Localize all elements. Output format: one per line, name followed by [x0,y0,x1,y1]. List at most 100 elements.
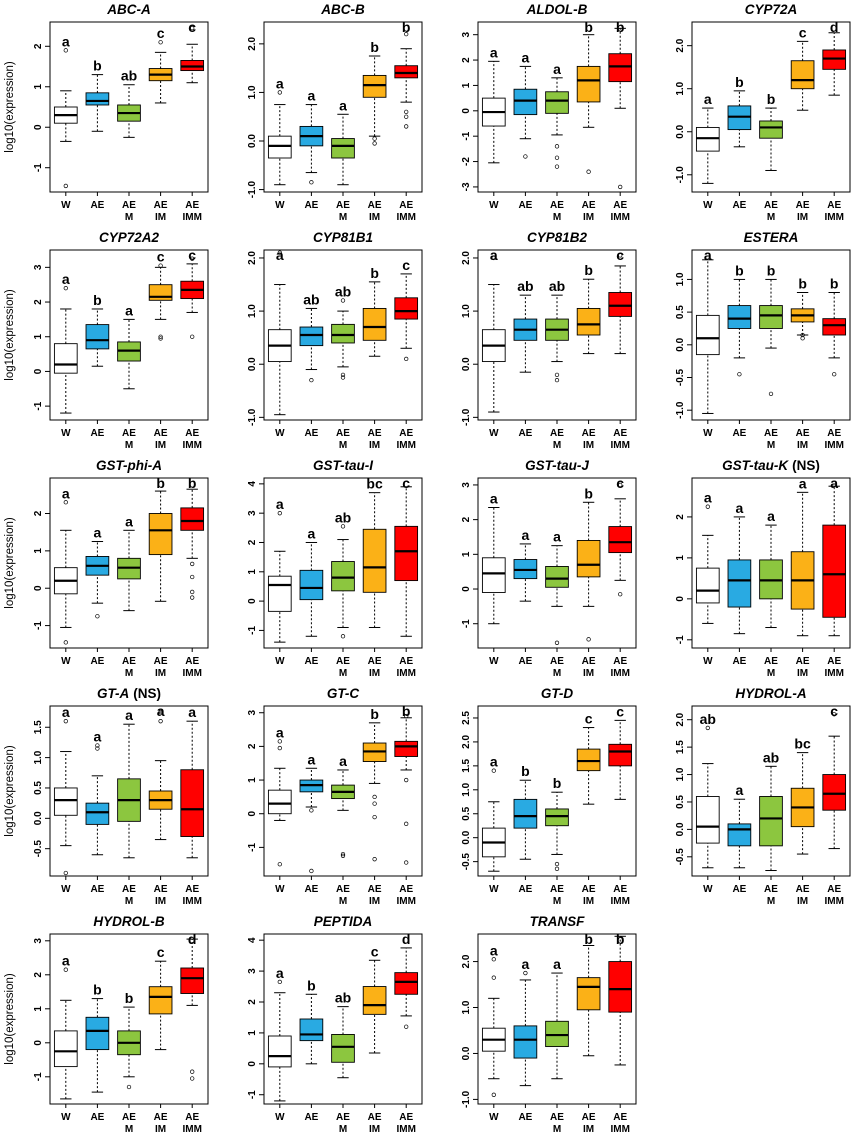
outlier-point [554,155,560,160]
y-tick-label: -1 [247,1090,258,1099]
outlier-point [277,511,282,516]
significance-letter: a [62,704,70,720]
y-tick-label: 0.5 [675,305,686,319]
box-ae-im [362,959,387,1054]
x-tick-label: AE [827,884,841,895]
outlier-point [554,866,560,871]
significance-letter: b [93,292,102,308]
significance-letter: a [522,49,530,65]
box-iqr [608,961,633,1013]
y-tick-label: 2.0 [247,36,258,50]
x-tick-label: AE [518,428,532,439]
box-ae-im [362,55,387,146]
significance-letter: d [830,19,839,35]
box-ae-imm [822,712,847,850]
box-ae [513,970,538,1087]
significance-letter: ab [517,278,533,294]
significance-letter: a [553,61,561,77]
significance-letter: a [704,490,712,506]
significance-letter: b [370,39,379,55]
box-ae-imm [394,947,419,1029]
outlier-point [404,777,409,783]
box-w [267,739,292,867]
significance-letter: ab [303,291,319,307]
y-tick-label: 1.5 [675,740,686,754]
box-ae [513,779,538,860]
outlier-point [618,184,623,190]
x-tick-label: AE [368,1112,382,1123]
box-w [481,255,506,413]
box-ae [299,993,324,1065]
box-ae-imm [608,719,633,800]
y-tick-label: 2 [33,510,44,516]
panel-title: CYP81B2 [527,230,588,245]
x-tick-label: M [125,668,133,679]
outlier-point [190,25,195,31]
outlier-point [190,561,195,567]
y-tick-label: -1 [247,626,258,635]
outlier-point [277,745,282,751]
x-tick-label: AE [796,428,810,439]
box-w [267,979,292,1102]
box-iqr [759,120,783,139]
x-tick-label: AE [582,656,596,667]
significance-letter: ab [335,990,351,1006]
x-tick-label: AE [796,884,810,895]
significance-letter: b [93,982,102,998]
outlier-point [158,334,163,339]
box-iqr [822,318,847,336]
x-tick-label: AE [304,1112,318,1123]
significance-letter: ab [335,283,351,299]
box-iqr [695,567,720,604]
significance-letter: a [490,247,498,263]
x-tick-label: IMM [824,896,843,907]
box-ae [299,104,324,185]
outlier-point [190,334,195,339]
x-tick-label: W [703,428,713,439]
y-tick-label: -1 [33,163,44,172]
box-iqr [545,566,569,588]
x-tick-label: AE [336,656,350,667]
x-tick-label: AE [582,428,596,439]
significance-letter: c [402,257,410,273]
significance-letter: b [798,276,807,292]
outlier-point [63,967,68,972]
y-tick-label: -1 [33,401,44,410]
panel-title: ESTERA [744,230,799,245]
box-ae [513,294,538,373]
outlier-point [95,614,100,619]
box-w [481,60,506,164]
box-iqr [608,53,633,83]
box-ae [727,90,752,148]
y-tick-label: 3 [247,710,258,716]
y-tick-label: 1.0 [461,1000,472,1014]
panel-title: GST-tau-K (NS) [722,458,820,473]
box-iqr [267,1035,292,1068]
x-tick-label: M [553,1124,561,1135]
significance-letter: a [62,485,70,501]
outlier-point [158,709,163,715]
box-w [481,506,506,625]
x-tick-label: AE [550,656,564,667]
box-iqr [545,91,569,114]
x-tick-label: AE [90,656,104,667]
x-tick-label: IM [797,212,808,223]
y-tick-label: 1.0 [675,81,686,95]
x-tick-label: M [125,896,133,907]
outlier-point [126,1084,132,1090]
significance-letter: a [553,956,561,972]
panel-title: ABC-B [320,2,365,17]
box-iqr [148,513,173,556]
box-ae [513,65,538,159]
y-tick-label: 0.0 [461,830,472,844]
x-tick-label: W [275,200,285,211]
significance-letter: a [736,500,744,516]
y-tick-label: 1.0 [247,304,258,318]
outlier-point [340,298,346,303]
y-tick-label: 2.0 [247,251,258,265]
